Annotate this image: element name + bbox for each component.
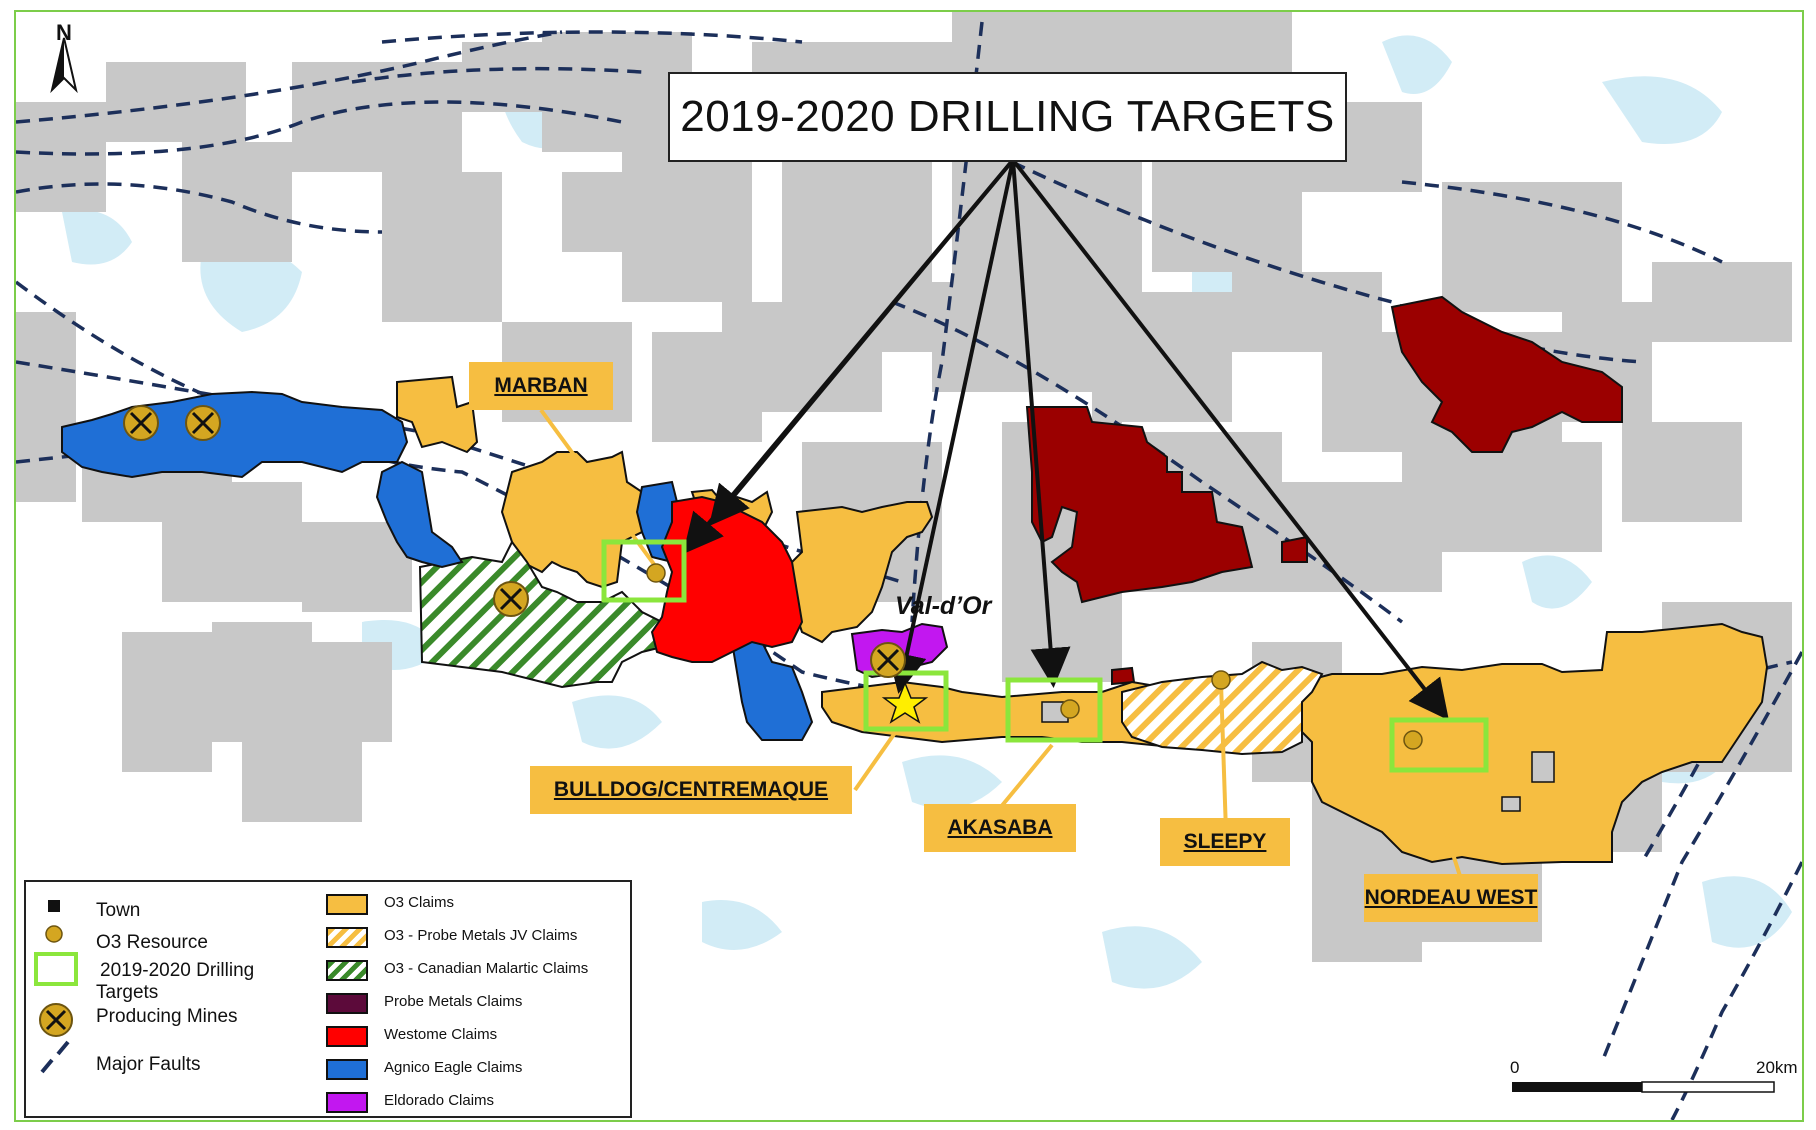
drilling-target-akasaba[interactable] (1005, 677, 1103, 743)
arrow-to-bulldog (887, 159, 1015, 694)
callout-akasaba[interactable]: AKASABA (924, 804, 1076, 852)
mine-icon-3[interactable] (493, 581, 529, 617)
drilling-target-icon (34, 952, 78, 986)
leader-sleepy (1219, 682, 1228, 833)
leader-bulldog (853, 728, 899, 792)
callout-marban-label: MARBAN (494, 374, 588, 397)
callout-bulldog-label: BULLDOG/CENTREMAQUE (553, 778, 829, 801)
callout-bulldog[interactable]: BULLDOG/CENTREMAQUE (530, 766, 852, 814)
legend-town: Town (96, 900, 141, 921)
leader-nordeau (1415, 741, 1462, 877)
legend-drilling-targets: Targets (96, 982, 159, 1003)
callout-nordeau-label: NORDEAU WEST (1364, 886, 1538, 909)
legend-westome: Westome Claims (384, 1026, 498, 1043)
resource-dot-icon (45, 925, 63, 943)
legend-icons-left (34, 900, 78, 1074)
drilling-target-marban[interactable] (601, 539, 687, 603)
town-star-icon[interactable] (881, 680, 929, 724)
swatch-westome (326, 1026, 368, 1047)
callout-marban[interactable]: MARBAN (469, 362, 613, 410)
resource-marban[interactable] (646, 563, 666, 583)
swatch-canadian-malartic (326, 960, 368, 981)
legend-faults: Major Faults (96, 1054, 201, 1075)
mine-icon-2[interactable] (185, 405, 221, 441)
swatch-probe-jv (326, 927, 368, 948)
map-title: 2019-2020 DRILLING TARGETS (680, 92, 1335, 141)
arrow-to-westome (708, 158, 1015, 527)
callout-sleepy-label: SLEEPY (1183, 830, 1267, 853)
resource-nordeau[interactable] (1403, 730, 1423, 750)
title-box: 2019-2020 DRILLING TARGETS (668, 72, 1347, 162)
callout-nordeau-west[interactable]: NORDEAU WEST (1364, 874, 1538, 922)
town-label: Val-d’Or (895, 592, 992, 620)
arrow-to-nordeau (1011, 158, 1449, 721)
legend-canadian-malartic: O3 - Canadian Malartic Claims (384, 960, 589, 977)
legend-agnico: Agnico Eagle Claims (384, 1059, 523, 1076)
scale-start: 0 (1510, 1058, 1520, 1077)
mine-icon-1[interactable] (123, 405, 159, 441)
callout-akasaba-label: AKASABA (947, 816, 1053, 839)
map-frame (14, 10, 1804, 1122)
scale-bar (1512, 1081, 1775, 1093)
mine-icon-4[interactable] (870, 642, 906, 678)
legend-mines: Producing Mines (96, 1006, 238, 1027)
swatch-probe-metals (326, 993, 368, 1014)
scale-end: 20km (1756, 1058, 1798, 1077)
north-arrow-icon (50, 37, 78, 94)
callout-sleepy[interactable]: SLEEPY (1160, 818, 1290, 866)
mine-icon (39, 1003, 73, 1037)
drilling-target-nordeau[interactable] (1389, 717, 1489, 773)
leader-akasaba (998, 743, 1054, 810)
fault-line-icon (40, 1040, 70, 1074)
drilling-target-bulldog[interactable] (863, 670, 949, 732)
legend-o3-claims: O3 Claims (384, 894, 455, 911)
resource-akasaba[interactable] (1060, 699, 1080, 719)
town-square-icon (48, 900, 60, 912)
dark-red-claims (1025, 295, 1623, 686)
legend-probe-metals: Probe Metals Claims (384, 993, 523, 1010)
resource-sleepy[interactable] (1211, 670, 1231, 690)
legend-resource: O3 Resource (96, 932, 208, 953)
legend-eldorado: Eldorado Claims (384, 1092, 495, 1109)
legend-drilling: 2019-2020 Drilling (100, 960, 255, 981)
legend: Town O3 Resource 2019-2020 Drilling Targ… (24, 880, 632, 1118)
swatch-o3-claims (326, 894, 368, 915)
swatch-agnico (326, 1059, 368, 1080)
legend-probe-jv: O3 - Probe Metals JV Claims (384, 927, 578, 944)
swatch-eldorado (326, 1092, 368, 1113)
north-label: N (56, 20, 72, 45)
map-canvas[interactable] (16, 12, 1802, 1120)
arrow-to-akasaba (1011, 159, 1071, 688)
